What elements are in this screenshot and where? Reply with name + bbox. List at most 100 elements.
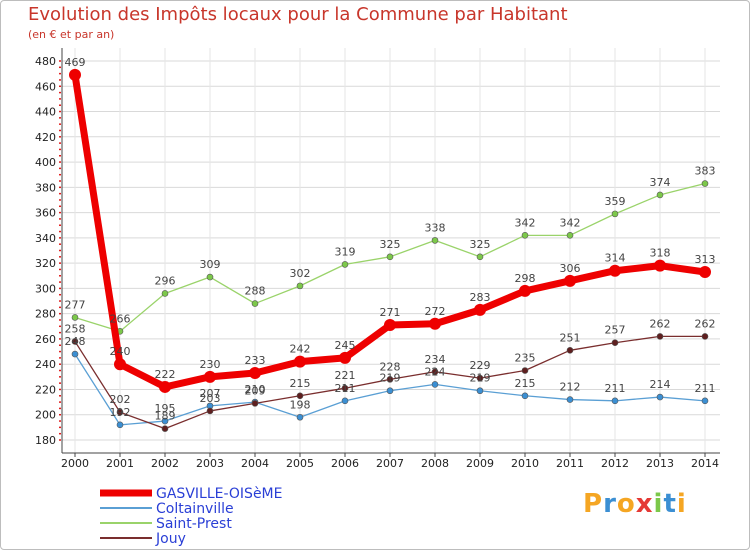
data-point: [566, 396, 574, 403]
data-label: 212: [560, 381, 581, 394]
data-label: 215: [515, 377, 536, 390]
data-label: 296: [155, 274, 176, 287]
y-tick-label: 460: [35, 80, 56, 93]
data-point: [521, 392, 529, 400]
data-point: [206, 273, 214, 281]
y-tick-label: 480: [35, 55, 56, 68]
data-label: 230: [200, 358, 221, 371]
data-label: 257: [605, 324, 626, 337]
data-label: 318: [650, 247, 671, 260]
data-point: [69, 68, 81, 81]
data-point: [656, 333, 664, 340]
proxiti-logo: Proxiti: [583, 489, 687, 519]
data-label: 298: [515, 272, 536, 285]
x-tick-label: 2001: [106, 457, 134, 470]
data-point: [476, 374, 484, 382]
y-tick-label: 420: [35, 131, 56, 144]
data-label: 383: [695, 165, 716, 178]
data-label: 309: [200, 258, 221, 271]
data-point: [386, 387, 394, 395]
y-tick-label: 240: [35, 358, 56, 371]
logo-letter: r: [603, 489, 617, 519]
data-label: 359: [605, 195, 626, 208]
data-label: 306: [560, 262, 581, 275]
data-point: [249, 367, 261, 380]
data-label: 202: [110, 393, 131, 406]
data-label: 211: [605, 382, 626, 395]
data-label: 209: [245, 384, 266, 397]
data-label: 189: [155, 410, 176, 423]
x-tick-label: 2002: [151, 457, 179, 470]
x-tick-label: 2009: [466, 457, 494, 470]
legend-label: Saint-Prest: [156, 516, 232, 532]
y-tick-label: 380: [35, 181, 56, 194]
legend-label: Coltainville: [156, 501, 234, 517]
data-point: [161, 425, 169, 432]
x-tick-label: 2005: [286, 457, 314, 470]
logo-letter: o: [616, 489, 636, 519]
data-point: [296, 413, 304, 421]
y-tick-label: 220: [35, 383, 56, 396]
x-tick-label: 2003: [196, 457, 224, 470]
data-point: [251, 300, 259, 307]
data-point: [431, 368, 439, 376]
data-point: [609, 264, 621, 277]
data-label: 221: [335, 369, 356, 382]
data-label: 325: [380, 238, 401, 251]
y-tick-label: 280: [35, 308, 56, 321]
data-point: [161, 290, 169, 297]
data-label: 235: [515, 352, 536, 365]
data-point: [656, 191, 664, 199]
y-tick-label: 200: [35, 409, 56, 422]
data-point: [294, 355, 306, 368]
data-point: [564, 274, 576, 287]
data-label: 277: [65, 298, 86, 311]
logo-letter: P: [583, 489, 604, 519]
data-point: [699, 265, 711, 278]
logo-letter: t: [663, 489, 677, 519]
x-tick-label: 2006: [331, 457, 359, 470]
x-tick-label: 2008: [421, 457, 449, 470]
data-label: 374: [650, 176, 671, 189]
data-label: 469: [65, 56, 86, 69]
data-label: 198: [290, 398, 311, 411]
logo-letter: i: [676, 489, 687, 519]
data-point: [611, 339, 619, 347]
data-point: [159, 380, 171, 393]
data-point: [474, 303, 486, 316]
data-label: 338: [425, 221, 446, 234]
data-point: [341, 384, 349, 392]
data-label: 229: [470, 359, 491, 372]
data-point: [431, 237, 439, 244]
data-label: 203: [200, 392, 221, 405]
data-label: 342: [515, 216, 536, 229]
legend-label: GASVILLE-OISèME: [156, 486, 282, 502]
y-tick-label: 340: [35, 232, 56, 245]
data-point: [654, 259, 666, 272]
chart-title: Evolution des Impôts locaux pour la Comm…: [28, 4, 568, 25]
data-point: [701, 397, 709, 405]
data-label: 248: [65, 335, 86, 348]
data-point: [386, 253, 394, 261]
y-tick-label: 360: [35, 207, 56, 220]
data-point: [566, 347, 574, 354]
data-label: 245: [335, 339, 356, 352]
x-tick-label: 2010: [511, 457, 539, 470]
data-label: 214: [650, 378, 671, 391]
chart-subtitle: (en € et par an): [28, 28, 115, 41]
y-tick-label: 180: [35, 434, 56, 447]
data-point: [701, 333, 709, 340]
data-point: [114, 358, 126, 371]
data-point: [341, 397, 349, 405]
data-point: [656, 393, 664, 401]
data-point: [71, 350, 79, 358]
data-label: 342: [560, 216, 581, 229]
y-tick-label: 320: [35, 257, 56, 270]
data-point: [341, 261, 349, 268]
data-point: [206, 407, 214, 415]
data-label: 240: [110, 345, 131, 358]
data-point: [476, 253, 484, 261]
data-point: [611, 397, 619, 405]
data-label: 233: [245, 354, 266, 367]
data-label: 228: [380, 360, 401, 373]
